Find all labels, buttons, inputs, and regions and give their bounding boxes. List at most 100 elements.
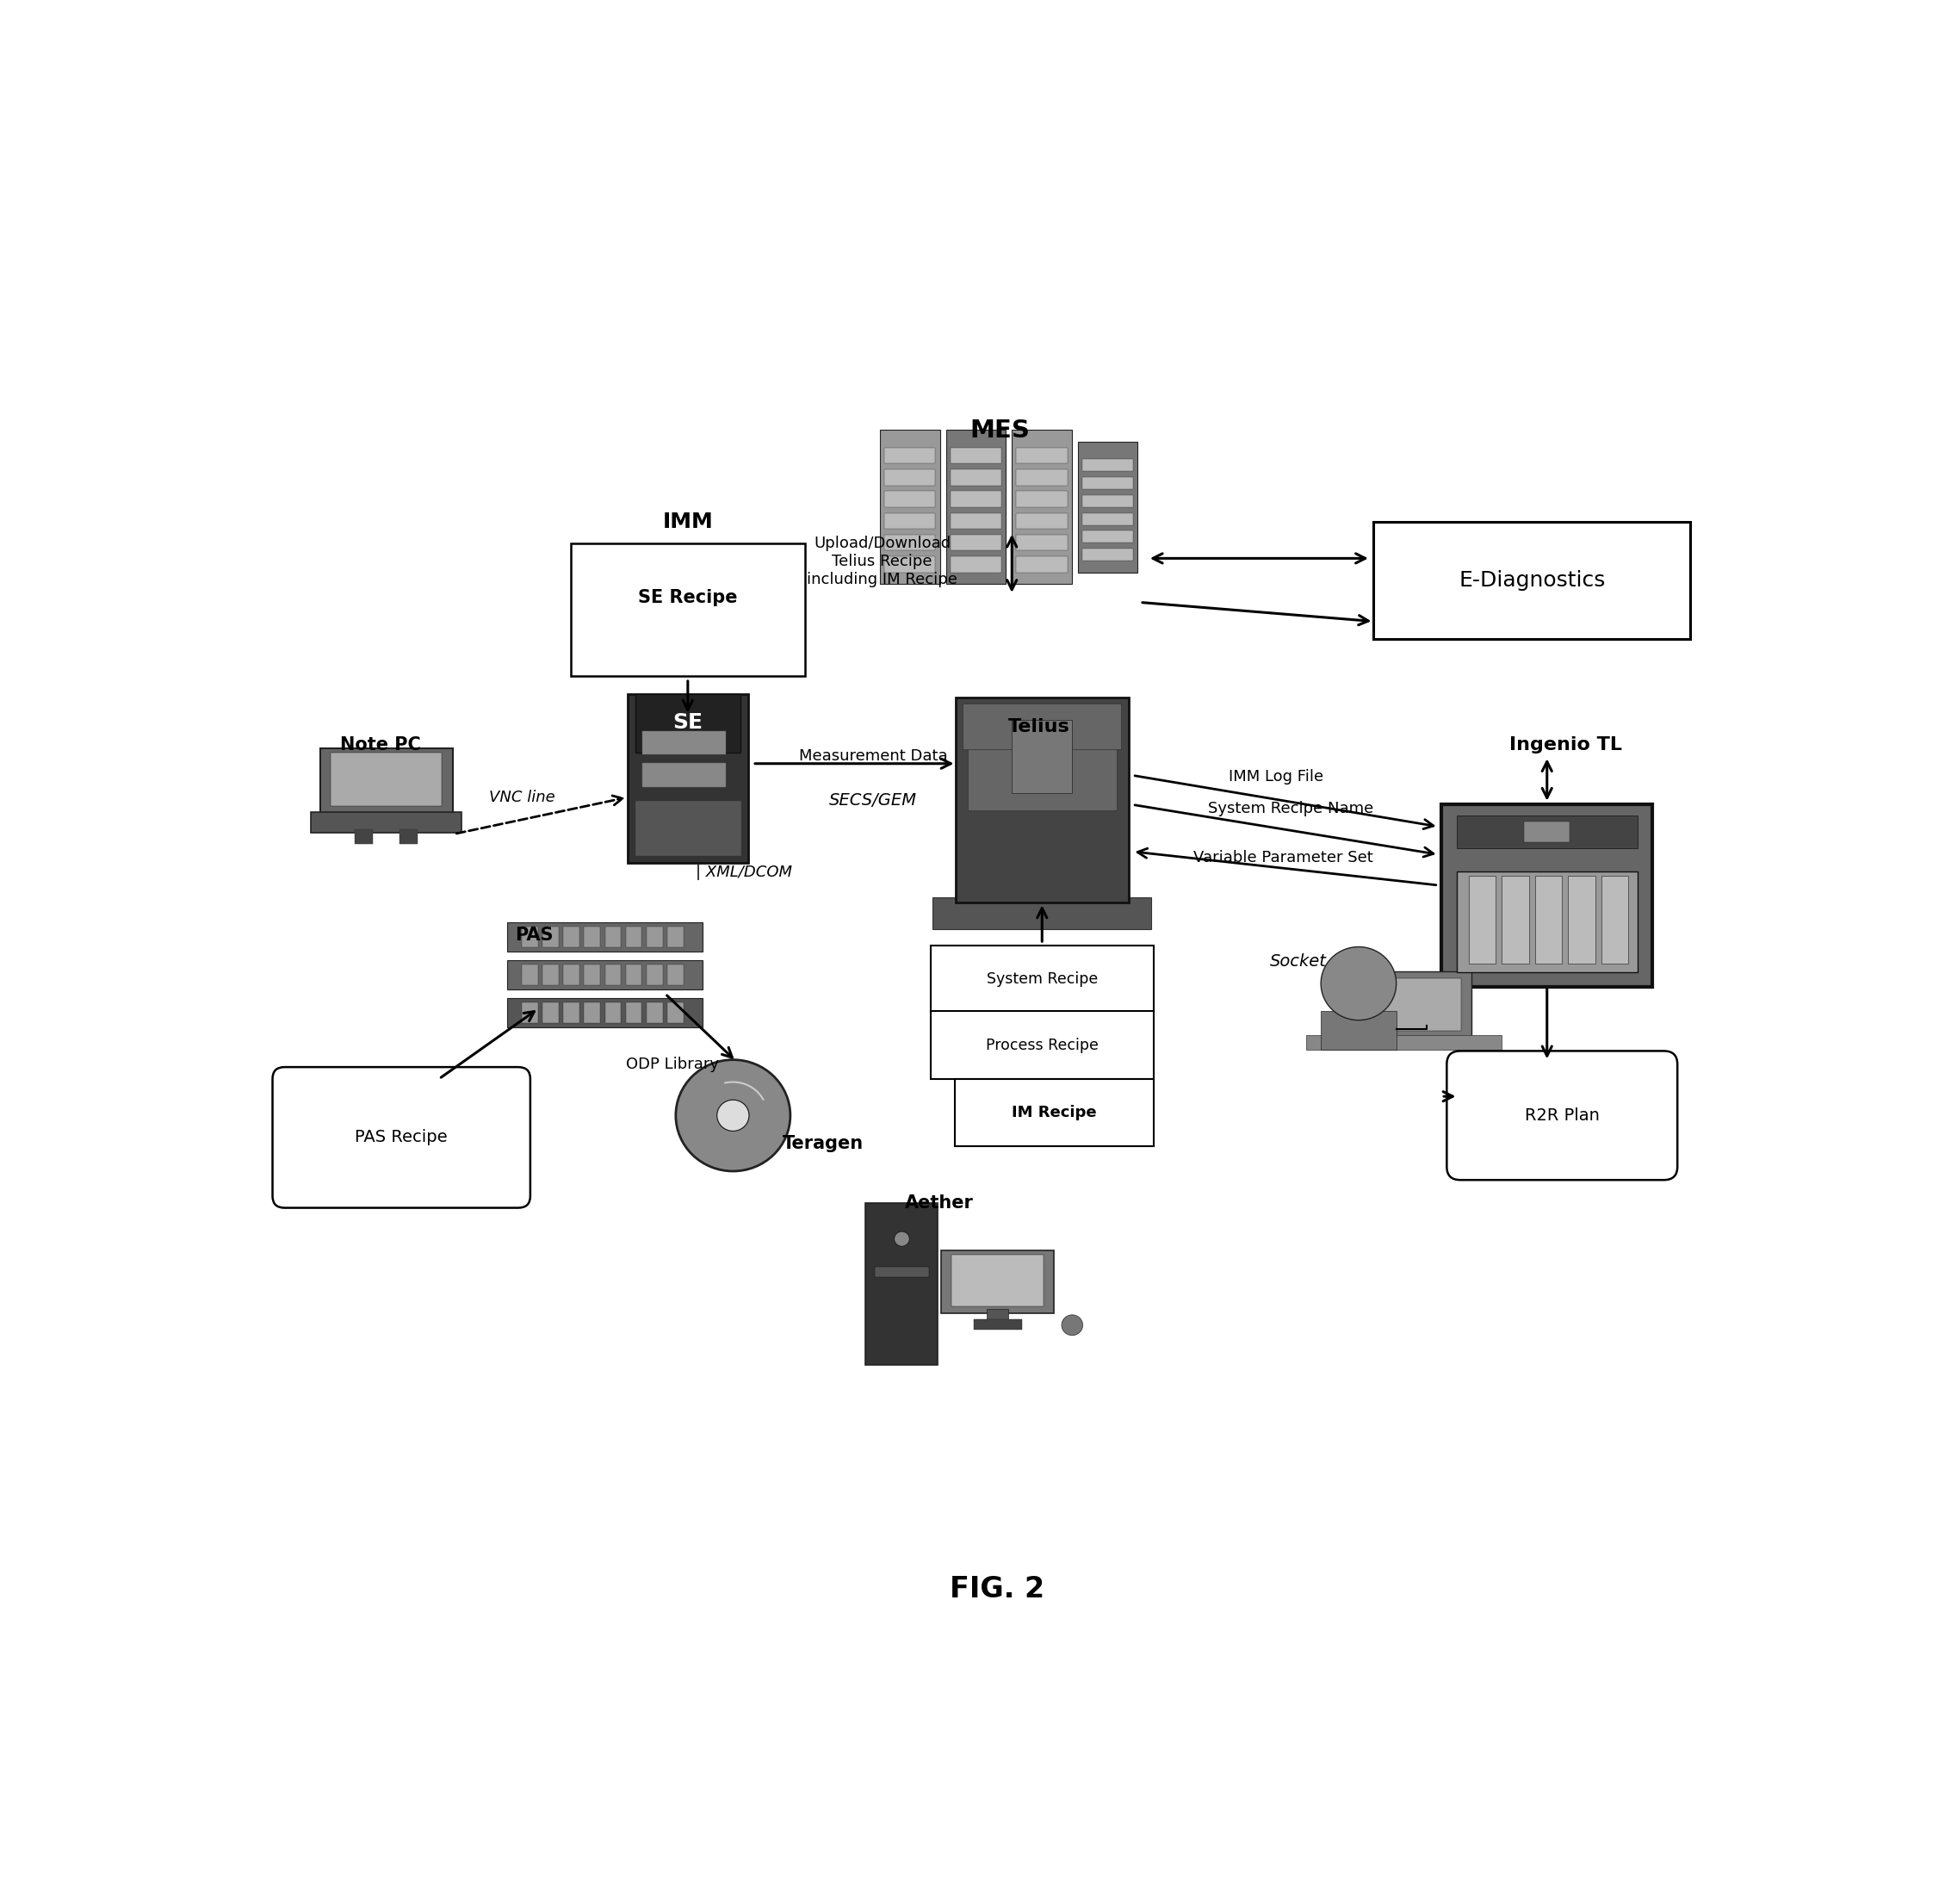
Bar — [634, 802, 741, 855]
Bar — [1017, 447, 1068, 463]
Bar — [1457, 872, 1638, 973]
Bar — [885, 556, 936, 573]
Bar — [1017, 470, 1068, 486]
Bar — [634, 693, 741, 752]
Bar — [642, 764, 725, 786]
Text: Variable Parameter Set: Variable Parameter Set — [1194, 849, 1373, 864]
Bar — [963, 704, 1120, 748]
Bar — [1535, 876, 1562, 963]
Bar — [564, 965, 580, 984]
Bar — [1373, 522, 1690, 640]
Bar — [605, 965, 620, 984]
Bar — [667, 965, 683, 984]
Bar — [1011, 720, 1072, 792]
Bar — [626, 927, 642, 946]
Text: SE: SE — [673, 712, 702, 733]
Text: Measurement Data: Measurement Data — [799, 748, 947, 764]
Circle shape — [895, 1232, 910, 1247]
Bar — [521, 965, 539, 984]
Text: Socket: Socket — [1270, 954, 1326, 969]
Bar — [646, 1003, 663, 1022]
Bar — [1525, 821, 1570, 842]
Bar — [967, 729, 1116, 811]
Polygon shape — [1321, 1011, 1397, 1049]
Bar — [508, 960, 702, 990]
Bar — [1362, 979, 1461, 1030]
Bar — [1081, 478, 1134, 489]
Bar — [955, 1080, 1153, 1146]
Bar — [605, 1003, 620, 1022]
Bar — [572, 545, 805, 676]
Text: MES: MES — [971, 419, 1031, 444]
Text: Teragen: Teragen — [782, 1135, 864, 1152]
Circle shape — [1321, 946, 1397, 1021]
Bar — [934, 897, 1151, 929]
Bar — [626, 1003, 642, 1022]
Bar — [1601, 876, 1628, 963]
Bar — [1081, 459, 1134, 470]
Bar — [930, 1011, 1153, 1080]
Bar — [930, 946, 1153, 1013]
Bar — [521, 927, 539, 946]
Bar — [951, 556, 1002, 573]
Text: ODP Library: ODP Library — [626, 1057, 720, 1072]
Bar — [583, 1003, 601, 1022]
Bar — [1457, 815, 1638, 847]
Bar — [508, 922, 702, 952]
Bar — [885, 447, 936, 463]
Text: Telius: Telius — [1008, 718, 1070, 735]
Bar — [951, 491, 1002, 506]
Bar — [1081, 548, 1134, 562]
Bar — [1081, 512, 1134, 526]
Bar — [1468, 876, 1496, 963]
Bar — [1305, 1034, 1502, 1049]
Bar — [879, 430, 939, 585]
Bar — [1352, 971, 1472, 1038]
Text: IM Recipe: IM Recipe — [1011, 1104, 1097, 1120]
Bar — [1441, 803, 1653, 986]
Bar — [1081, 531, 1134, 543]
Text: Note PC: Note PC — [340, 737, 420, 754]
Text: R2R Plan: R2R Plan — [1525, 1108, 1599, 1123]
Bar — [885, 470, 936, 486]
Bar — [885, 512, 936, 529]
Bar — [667, 927, 683, 946]
Text: VNC line: VNC line — [488, 790, 554, 805]
Bar — [951, 470, 1002, 486]
Bar — [866, 1203, 937, 1365]
Bar — [951, 512, 1002, 529]
Text: FIG. 2: FIG. 2 — [949, 1575, 1044, 1603]
Bar — [646, 927, 663, 946]
Bar — [1078, 442, 1138, 573]
Bar — [354, 830, 373, 843]
Bar — [626, 965, 642, 984]
Text: System Recipe: System Recipe — [986, 971, 1097, 986]
Bar — [583, 927, 601, 946]
Bar — [1017, 491, 1068, 506]
Bar — [1568, 876, 1595, 963]
Bar — [583, 965, 601, 984]
Bar — [1502, 876, 1529, 963]
Bar — [1017, 535, 1068, 550]
Bar — [941, 1251, 1054, 1314]
Bar — [543, 1003, 558, 1022]
Bar — [646, 965, 663, 984]
Bar — [885, 491, 936, 506]
Bar — [508, 998, 702, 1028]
Bar — [628, 693, 749, 863]
Bar — [543, 927, 558, 946]
Text: Ingenio TL: Ingenio TL — [1509, 737, 1622, 754]
FancyBboxPatch shape — [272, 1066, 531, 1207]
Text: System Recipe Name: System Recipe Name — [1208, 802, 1373, 817]
Bar — [564, 927, 580, 946]
Text: IMM Log File: IMM Log File — [1229, 769, 1323, 784]
Bar — [945, 430, 1006, 585]
Circle shape — [718, 1101, 749, 1131]
Bar — [951, 447, 1002, 463]
Bar — [986, 1308, 1008, 1323]
Text: Upload/Download
Telius Recipe
including IM Recipe: Upload/Download Telius Recipe including … — [807, 535, 957, 586]
Bar — [642, 731, 725, 754]
Bar — [321, 748, 453, 815]
Circle shape — [675, 1061, 790, 1171]
Bar — [311, 811, 461, 832]
